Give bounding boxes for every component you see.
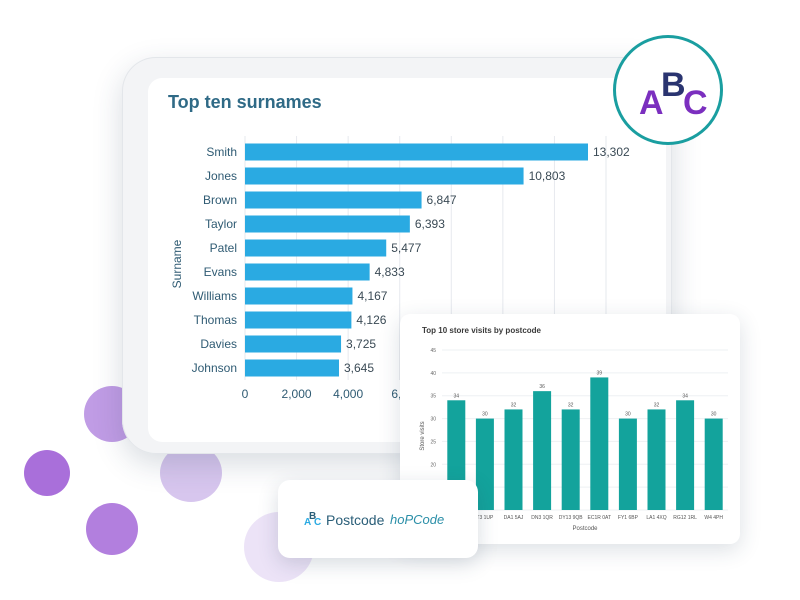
y-tick-label: 40 (430, 371, 436, 377)
x-tick-label: DN3 1QR (531, 515, 553, 521)
bar (245, 359, 339, 377)
x-tick-label: 2,000 (282, 387, 312, 401)
data-label: 10,803 (529, 169, 566, 183)
decorative-bubble (24, 450, 70, 496)
x-tick-label: DY13 9QB (559, 515, 584, 521)
column-bar (561, 409, 580, 510)
badge-letter-a: A (639, 84, 664, 122)
abc-logo-badge: A B C (613, 35, 723, 145)
category-label: Patel (210, 241, 237, 255)
column-bar (590, 377, 609, 510)
y-tick-label: 35 (430, 394, 436, 400)
data-label: 4,833 (375, 265, 405, 279)
category-label: Davies (200, 337, 237, 351)
y-axis-label: Store visits (420, 421, 426, 450)
bar (245, 335, 342, 353)
category-label: Brown (203, 193, 237, 207)
y-tick-label: 20 (430, 462, 436, 468)
category-label: Jones (205, 169, 237, 183)
badge-letter-b: B (661, 66, 686, 104)
chart-title: Top ten surnames (168, 92, 322, 112)
category-label: Thomas (194, 313, 237, 327)
postcode-value: hoPCode (390, 512, 445, 527)
bar (245, 311, 352, 329)
column-bar (475, 418, 494, 510)
category-label: Taylor (205, 217, 237, 231)
surname-bar-chart: Smith 13,302 Jones 10,803 Brown 6,847 Taylor 6,… (170, 136, 630, 401)
bar (245, 263, 370, 281)
y-tick-label: 30 (430, 417, 436, 423)
data-label: 4,167 (357, 289, 387, 303)
bar (245, 239, 387, 257)
x-axis-label: Postcode (572, 526, 598, 532)
data-label: 30 (711, 412, 717, 418)
abc-icon: A B C (304, 511, 322, 528)
data-label: 32 (568, 402, 574, 408)
x-tick-label: 4,000 (333, 387, 363, 401)
data-label: 36 (539, 384, 545, 390)
data-label: 6,847 (427, 193, 457, 207)
x-tick-label: RG12 1RL (673, 515, 697, 521)
column-bar (618, 418, 637, 510)
data-label: 3,725 (346, 337, 376, 351)
x-tick-label: DA1 5AJ (504, 515, 524, 521)
column-bar (533, 391, 552, 510)
y-tick-label: 45 (430, 348, 436, 354)
category-label: Johnson (192, 361, 237, 375)
data-label: 32 (654, 402, 660, 408)
store-visits-chart-card: Top 10 store visits by postcode 10152025… (400, 314, 740, 544)
bar (245, 215, 410, 233)
x-tick-label: EC1R 0AT (588, 515, 612, 521)
data-label: 6,393 (415, 217, 445, 231)
data-label: 5,477 (391, 241, 421, 255)
category-label: Evans (204, 265, 237, 279)
data-label: 4,126 (356, 313, 386, 327)
y-axis-label: Surname (170, 239, 184, 288)
category-label: Williams (192, 289, 237, 303)
data-label: 13,302 (593, 145, 630, 159)
chart-title: Top 10 store visits by postcode (422, 326, 541, 335)
data-label: 3,645 (344, 361, 374, 375)
postcode-label: Postcode (326, 512, 385, 528)
column-bar (647, 409, 666, 510)
postcode-field-pill: A B C Postcode hoPCode (278, 480, 478, 558)
x-tick-label: T3 1UP (476, 515, 494, 521)
data-label: 30 (625, 412, 631, 418)
x-tick-label: 0 (242, 387, 249, 401)
x-tick-label: W4 4PH (704, 515, 723, 521)
bar (245, 167, 524, 185)
data-label: 30 (482, 412, 488, 418)
category-label: Smith (206, 145, 237, 159)
data-label: 32 (511, 402, 517, 408)
y-tick-label: 25 (430, 439, 436, 445)
x-tick-label: FY1 6BP (618, 515, 639, 521)
data-label: 34 (682, 393, 688, 399)
bar (245, 143, 589, 161)
bar (245, 287, 353, 305)
data-label: 39 (597, 370, 603, 376)
x-tick-label: LA1 4XQ (646, 515, 666, 521)
column-bar (504, 409, 523, 510)
column-bar (676, 400, 695, 510)
data-label: 34 (454, 393, 460, 399)
decorative-bubble (86, 503, 138, 555)
column-bar (704, 418, 723, 510)
bar (245, 191, 422, 209)
badge-letter-c: C (683, 84, 708, 122)
